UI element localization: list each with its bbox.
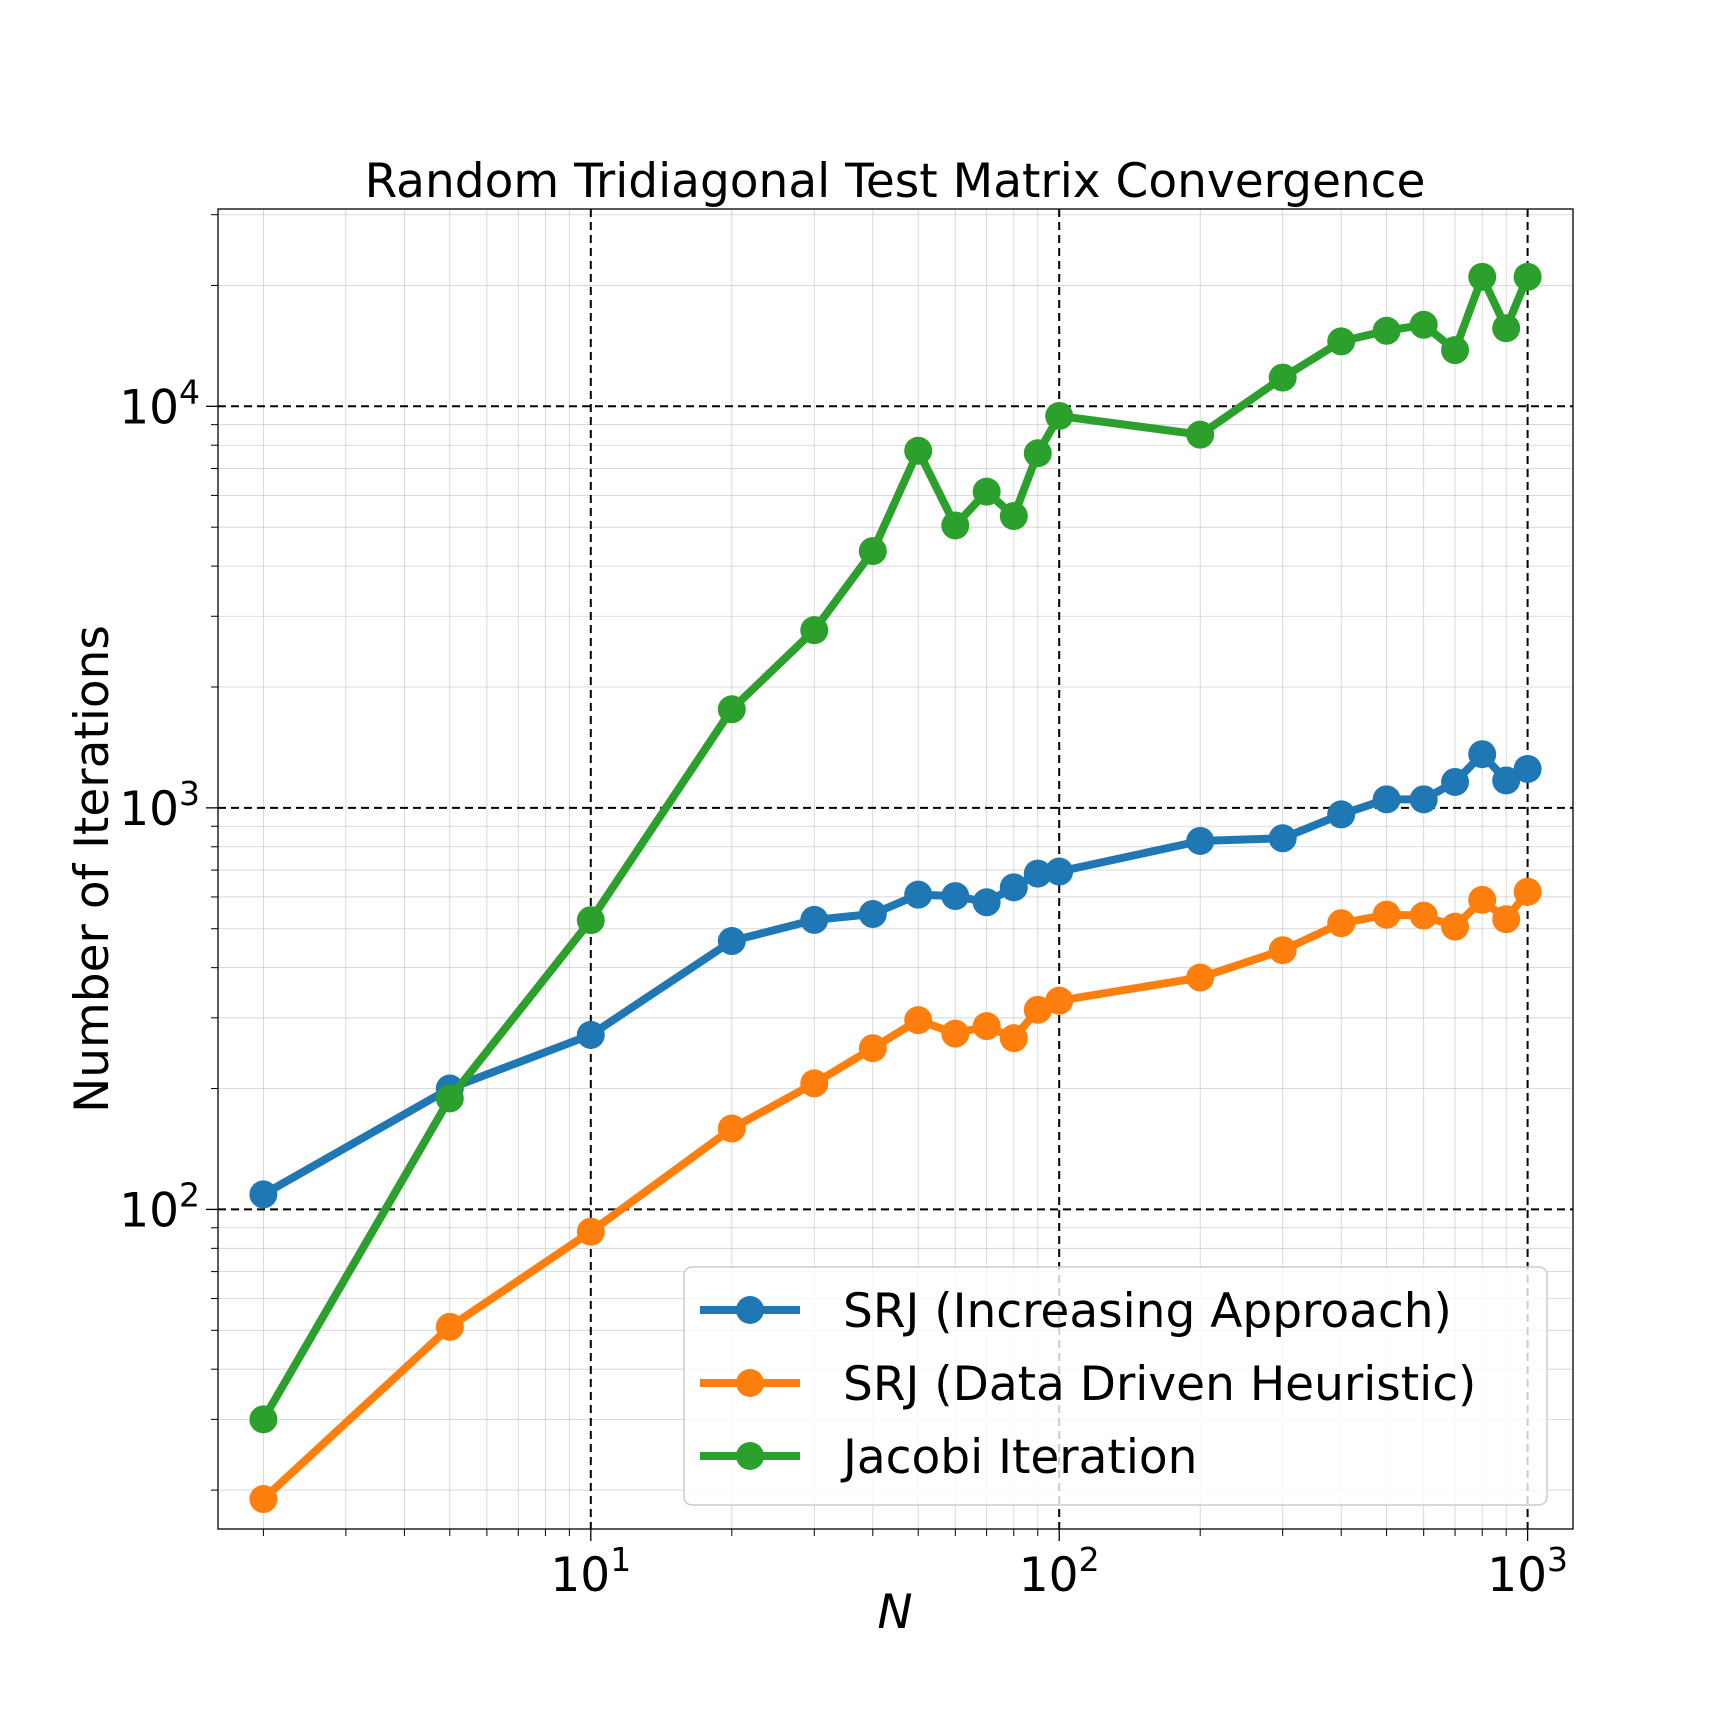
data-point <box>1268 936 1297 965</box>
data-point <box>1372 785 1401 814</box>
series-layer <box>249 262 1542 1514</box>
data-point <box>1023 439 1052 468</box>
legend-marker <box>736 1296 764 1324</box>
data-point <box>1468 740 1497 769</box>
data-point <box>1023 859 1052 888</box>
x-tick-label: 101 <box>550 1540 631 1603</box>
major-grid <box>218 209 1573 1529</box>
chart-title: Random Tridiagonal Test Matrix Convergen… <box>365 154 1426 209</box>
y-axis-ticks: 102 103 104 <box>119 214 218 1491</box>
data-point <box>1409 310 1438 339</box>
data-point <box>1441 767 1470 796</box>
data-point <box>1023 995 1052 1024</box>
data-point <box>972 888 1001 917</box>
data-point <box>1372 316 1401 345</box>
data-point <box>1327 800 1356 829</box>
x-tick-label: 103 <box>1487 1540 1568 1603</box>
data-point <box>972 477 1001 506</box>
data-point <box>1513 262 1542 291</box>
legend-marker <box>736 1369 764 1397</box>
x-axis-ticks: 101 102 103 <box>262 1529 1568 1603</box>
data-point <box>1327 327 1356 356</box>
data-point <box>1186 826 1215 855</box>
data-point <box>1268 824 1297 853</box>
x-tick-label: 102 <box>1019 1540 1100 1603</box>
data-point <box>800 616 829 645</box>
data-point <box>576 906 605 935</box>
data-point <box>1468 885 1497 914</box>
data-point <box>972 1012 1001 1041</box>
legend-box <box>683 1266 1548 1506</box>
data-point <box>800 905 829 934</box>
data-point <box>1513 754 1542 783</box>
legend-marker <box>736 1442 764 1470</box>
plot-area-frame <box>217 208 1574 1530</box>
legend-label: SRJ (Increasing Approach) <box>843 1284 1452 1339</box>
data-point <box>1327 909 1356 938</box>
data-point <box>1468 262 1497 291</box>
data-point <box>1492 314 1521 343</box>
data-point <box>1186 963 1215 992</box>
data-point <box>904 1006 933 1035</box>
data-point <box>999 502 1028 531</box>
series-2 <box>249 877 1542 1514</box>
data-point <box>858 1034 887 1063</box>
y-axis-label: Number of Iterations <box>65 625 120 1113</box>
data-point <box>941 1019 970 1048</box>
data-point <box>435 1084 464 1113</box>
data-point <box>1441 336 1470 365</box>
data-point <box>800 1069 829 1098</box>
data-point <box>1186 420 1215 449</box>
data-point <box>717 1114 746 1143</box>
data-point <box>858 900 887 929</box>
data-point <box>1441 912 1470 941</box>
legend: SRJ (Increasing Approach) SRJ (Data Drive… <box>683 1266 1548 1506</box>
data-point <box>1409 901 1438 930</box>
data-point <box>249 1405 278 1434</box>
legend-label: Jacobi Iteration <box>840 1430 1197 1485</box>
data-point <box>1045 401 1074 430</box>
data-point <box>1268 363 1297 392</box>
y-tick-label: 102 <box>119 1175 200 1238</box>
x-axis-label: N <box>877 1585 912 1640</box>
data-point <box>941 511 970 540</box>
data-point <box>249 1180 278 1209</box>
legend-label: SRJ (Data Driven Heuristic) <box>843 1357 1476 1412</box>
data-point <box>249 1485 278 1514</box>
series-1 <box>249 740 1542 1209</box>
data-point <box>576 1217 605 1246</box>
data-point <box>999 873 1028 902</box>
data-point <box>1409 785 1438 814</box>
data-point <box>1045 857 1074 886</box>
data-point <box>941 882 970 911</box>
data-point <box>904 436 933 465</box>
data-point <box>717 695 746 724</box>
data-point <box>576 1020 605 1049</box>
data-point <box>1372 900 1401 929</box>
data-point <box>1045 986 1074 1015</box>
data-point <box>1492 766 1521 795</box>
data-point <box>1492 905 1521 934</box>
data-point <box>904 880 933 909</box>
series-3 <box>249 262 1542 1434</box>
data-point <box>1513 877 1542 906</box>
data-point <box>717 927 746 956</box>
data-point <box>858 537 887 566</box>
data-point <box>435 1312 464 1341</box>
y-tick-label: 103 <box>119 774 200 837</box>
data-point <box>999 1024 1028 1053</box>
y-tick-label: 104 <box>119 372 200 435</box>
